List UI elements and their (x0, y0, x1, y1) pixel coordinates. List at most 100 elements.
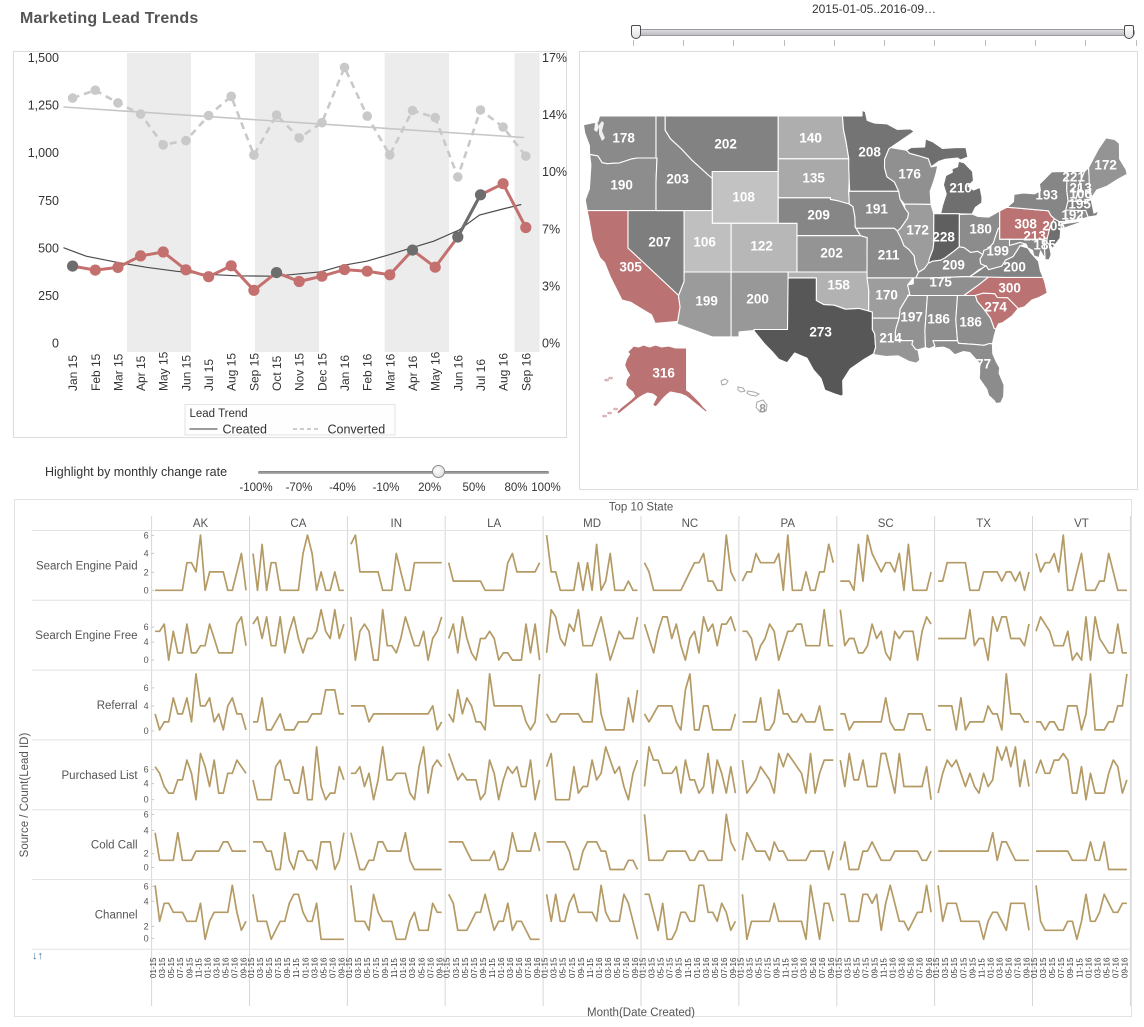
svg-text:6: 6 (144, 765, 149, 775)
svg-text:4: 4 (144, 896, 149, 906)
svg-text:Aug 15: Aug 15 (225, 353, 239, 391)
svg-text:2: 2 (144, 849, 149, 859)
svg-text:LA: LA (487, 518, 501, 530)
svg-text:Search Engine Paid: Search Engine Paid (36, 560, 138, 572)
svg-text:03-15: 03-15 (941, 957, 950, 978)
svg-text:03-15: 03-15 (452, 957, 461, 978)
svg-text:07-16: 07-16 (622, 957, 631, 978)
svg-text:195: 195 (1068, 197, 1091, 212)
svg-text:09-15: 09-15 (283, 957, 292, 978)
svg-text:05-16: 05-16 (809, 957, 818, 978)
svg-text:14%: 14% (542, 108, 567, 122)
svg-text:03-16: 03-16 (212, 957, 221, 978)
svg-text:05-16: 05-16 (417, 957, 426, 978)
svg-text:4: 4 (144, 548, 149, 558)
svg-text:03-16: 03-16 (800, 957, 809, 978)
svg-text:05-15: 05-15 (559, 957, 568, 978)
svg-text:2: 2 (144, 921, 149, 931)
svg-text:203: 203 (666, 172, 689, 187)
svg-text:09-16: 09-16 (729, 957, 738, 978)
svg-text:VT: VT (1074, 518, 1089, 530)
svg-text:01-16: 01-16 (595, 957, 604, 978)
svg-text:140: 140 (799, 131, 822, 146)
svg-text:108: 108 (732, 190, 755, 205)
svg-text:208: 208 (858, 145, 881, 160)
svg-text:09-16: 09-16 (1023, 957, 1032, 978)
svg-text:09-16: 09-16 (1121, 957, 1130, 978)
svg-text:01-15: 01-15 (736, 957, 745, 978)
svg-text:0: 0 (144, 726, 149, 736)
svg-text:05-16: 05-16 (1102, 957, 1111, 978)
svg-text:09-15: 09-15 (1066, 957, 1075, 978)
svg-text:07-16: 07-16 (1014, 957, 1023, 978)
svg-text:09-15: 09-15 (577, 957, 586, 978)
svg-text:Month(Date Created): Month(Date Created) (587, 1007, 695, 1018)
svg-text:Jan 15: Jan 15 (66, 355, 80, 391)
svg-text:Aug 16: Aug 16 (497, 353, 511, 391)
svg-text:500: 500 (38, 241, 59, 255)
svg-text:205: 205 (1042, 219, 1065, 234)
svg-text:0: 0 (144, 585, 149, 595)
svg-text:05-15: 05-15 (657, 957, 666, 978)
svg-text:192: 192 (1061, 208, 1084, 223)
svg-text:05-15: 05-15 (167, 957, 176, 978)
svg-text:01-15: 01-15 (443, 957, 452, 978)
svg-text:4: 4 (144, 826, 149, 836)
svg-text:180: 180 (969, 222, 992, 237)
svg-text:0: 0 (144, 655, 149, 665)
svg-text:09-15: 09-15 (871, 957, 880, 978)
svg-text:200: 200 (1003, 260, 1026, 275)
svg-text:1,250: 1,250 (28, 99, 59, 113)
svg-text:Source / Count(Lead ID): Source / Count(Lead ID) (19, 733, 31, 858)
svg-text:228: 228 (932, 230, 955, 245)
svg-text:03-15: 03-15 (256, 957, 265, 978)
svg-text:03-16: 03-16 (996, 957, 1005, 978)
svg-text:Nov 15: Nov 15 (293, 353, 307, 391)
svg-text:09-15: 09-15 (479, 957, 488, 978)
svg-text:03-15: 03-15 (648, 957, 657, 978)
svg-text:273: 273 (809, 325, 832, 340)
svg-text:1,000: 1,000 (28, 146, 59, 160)
svg-text:05-16: 05-16 (711, 957, 720, 978)
svg-text:05-15: 05-15 (852, 957, 861, 978)
svg-text:07-15: 07-15 (470, 957, 479, 978)
svg-text:PA: PA (781, 518, 796, 530)
svg-text:17%: 17% (542, 52, 567, 65)
svg-text:178: 178 (612, 131, 635, 146)
svg-text:03-16: 03-16 (506, 957, 515, 978)
svg-text:Purchased List: Purchased List (62, 770, 139, 782)
svg-text:0%: 0% (542, 337, 560, 351)
svg-text:Feb 15: Feb 15 (89, 353, 103, 391)
svg-text:Jul 16: Jul 16 (474, 359, 488, 391)
svg-text:07-15: 07-15 (176, 957, 185, 978)
svg-text:Jun 16: Jun 16 (451, 355, 465, 391)
svg-text:Converted: Converted (328, 423, 386, 437)
svg-text:07-15: 07-15 (1057, 957, 1066, 978)
svg-text:11-15: 11-15 (292, 958, 301, 978)
svg-text:05-16: 05-16 (1005, 957, 1014, 978)
svg-text:11-15: 11-15 (880, 958, 889, 978)
svg-text:SC: SC (878, 518, 894, 530)
svg-text:01-15: 01-15 (541, 957, 550, 978)
svg-text:305: 305 (619, 260, 642, 275)
svg-text:122: 122 (750, 239, 773, 254)
svg-text:05-16: 05-16 (222, 957, 231, 978)
svg-text:Mar 16: Mar 16 (383, 353, 397, 391)
svg-text:09-16: 09-16 (533, 957, 542, 978)
svg-text:106: 106 (693, 235, 716, 250)
svg-text:03-16: 03-16 (702, 957, 711, 978)
svg-text:↓↑: ↓↑ (32, 950, 43, 962)
svg-text:07-15: 07-15 (959, 957, 968, 978)
svg-text:213: 213 (1069, 181, 1092, 196)
svg-text:158: 158 (827, 278, 850, 293)
svg-text:0: 0 (52, 337, 59, 351)
svg-text:09-15: 09-15 (381, 957, 390, 978)
svg-text:209: 209 (807, 208, 830, 223)
svg-text:6: 6 (144, 810, 149, 820)
svg-text:09-16: 09-16 (925, 957, 934, 978)
svg-text:05-15: 05-15 (265, 957, 274, 978)
svg-text:0: 0 (144, 863, 149, 873)
svg-text:01-16: 01-16 (203, 957, 212, 978)
svg-text:191: 191 (865, 202, 888, 217)
svg-text:01-16: 01-16 (497, 957, 506, 978)
